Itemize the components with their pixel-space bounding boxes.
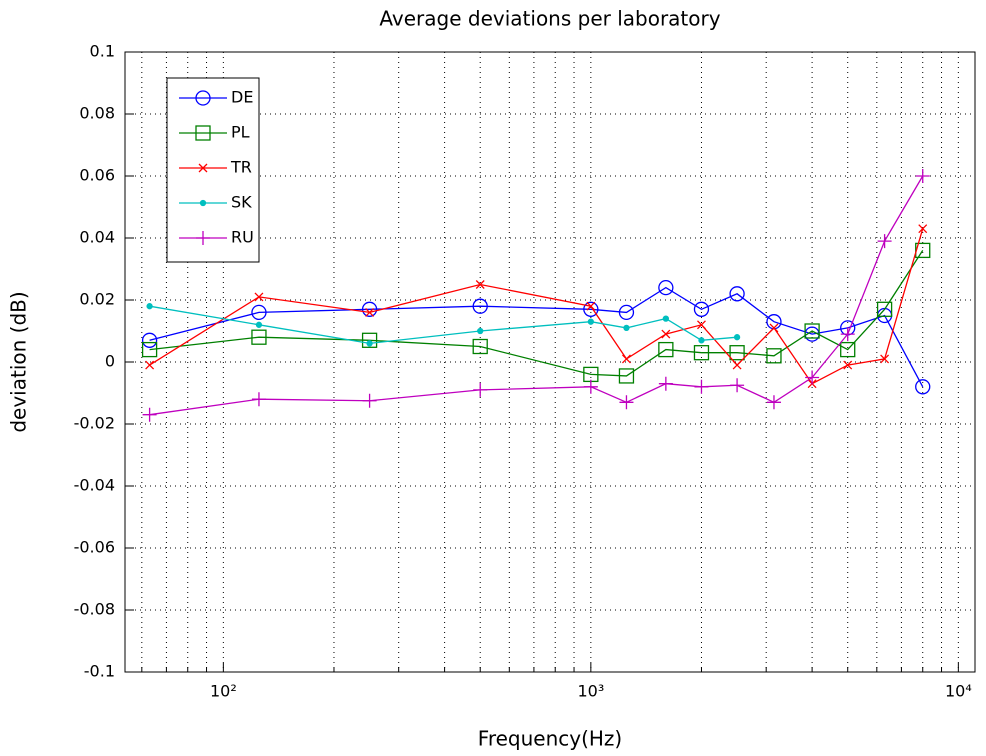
marker: [145, 360, 155, 370]
series-line: [149, 286, 924, 388]
marker: [733, 334, 741, 341]
marker: [142, 407, 157, 422]
x-tick-label: 10²: [210, 682, 237, 701]
marker: [251, 304, 267, 321]
marker: [880, 354, 890, 364]
marker: [475, 280, 485, 289]
marker: [766, 348, 782, 364]
marker: [141, 332, 158, 348]
y-tick-label: -0.08: [74, 600, 115, 619]
y-tick-label: 0.02: [79, 290, 115, 309]
marker: [840, 341, 856, 358]
marker: [621, 354, 631, 364]
x-axis-label: Frequency(Hz): [478, 727, 622, 751]
marker: [843, 360, 853, 370]
marker: [587, 318, 594, 325]
marker: [915, 379, 931, 395]
marker: [729, 345, 745, 361]
y-tick-label: -0.06: [74, 538, 115, 557]
marker: [698, 337, 705, 344]
marker: [915, 169, 930, 183]
legend-label: PL: [231, 123, 250, 142]
marker: [251, 392, 266, 407]
marker: [473, 382, 488, 397]
y-axis-label: deviation (dB): [7, 291, 31, 432]
marker: [619, 395, 634, 410]
y-tick-label: -0.02: [74, 414, 115, 433]
marker: [662, 315, 670, 322]
marker: [586, 301, 596, 311]
marker: [658, 376, 673, 391]
x-tick-label: 10³: [577, 682, 604, 701]
legend-box: [166, 77, 260, 263]
legend-label: DE: [231, 88, 253, 107]
chart-title: Average deviations per laboratory: [379, 7, 720, 31]
series-line: [149, 175, 924, 416]
x-tick-label: 10⁴: [945, 682, 972, 701]
marker: [876, 301, 893, 317]
marker: [365, 307, 375, 317]
marker: [658, 279, 674, 296]
legend-label: TR: [230, 158, 252, 177]
marker: [362, 393, 377, 408]
legend-marker: [199, 199, 207, 207]
marker: [255, 321, 263, 328]
marker: [804, 323, 820, 339]
marker: [361, 332, 378, 348]
marker: [658, 341, 674, 358]
marker: [730, 378, 745, 393]
y-tick-label: 0.08: [79, 104, 115, 123]
legend-marker: [196, 231, 210, 245]
y-tick-label: 0.04: [79, 228, 115, 247]
marker: [697, 320, 706, 330]
marker: [877, 234, 892, 249]
marker: [583, 301, 599, 317]
marker: [693, 345, 710, 361]
marker: [361, 301, 378, 317]
marker: [141, 341, 158, 358]
legend-label: SK: [231, 193, 252, 212]
marker: [472, 338, 488, 355]
marker: [618, 368, 635, 384]
legend-marker: [195, 90, 211, 106]
marker: [583, 379, 598, 394]
y-tick-label: 0: [105, 352, 115, 371]
marker: [477, 327, 484, 335]
marker: [805, 370, 820, 385]
marker: [661, 329, 671, 339]
marker: [254, 292, 264, 302]
y-tick-label: -0.04: [74, 476, 115, 495]
marker: [366, 340, 373, 347]
marker: [766, 395, 781, 410]
marker: [146, 303, 153, 310]
marker: [251, 329, 267, 345]
marker: [732, 360, 742, 370]
plot-frame: [124, 51, 976, 673]
y-tick-label: -0.1: [84, 662, 115, 681]
marker: [769, 323, 779, 333]
marker: [729, 286, 745, 302]
legend-marker: [195, 125, 211, 141]
legend-label: RU: [231, 228, 254, 247]
y-tick-label: 0.06: [79, 166, 115, 185]
marker: [693, 301, 710, 317]
legend-marker: [198, 163, 208, 173]
marker: [918, 224, 928, 234]
marker: [618, 304, 635, 321]
marker: [840, 327, 855, 342]
marker: [694, 379, 709, 394]
y-tick-label: 0.1: [90, 42, 115, 61]
marker: [472, 298, 488, 314]
marker: [623, 324, 630, 332]
